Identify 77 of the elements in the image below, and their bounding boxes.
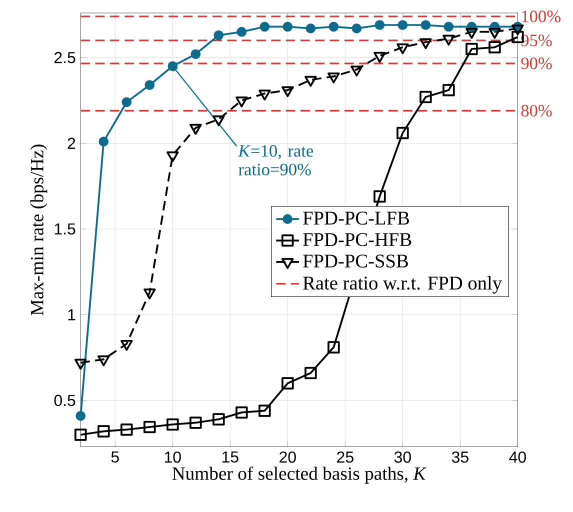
x-axis-title: Number of selected basis paths, K <box>172 466 426 484</box>
point <box>258 90 271 101</box>
point <box>306 24 316 34</box>
point <box>74 428 87 442</box>
point <box>76 411 86 421</box>
x-tick-label: 5 <box>111 452 119 463</box>
point <box>488 28 501 39</box>
point <box>420 20 431 30</box>
point <box>98 136 109 147</box>
point <box>144 421 156 434</box>
point <box>120 424 133 436</box>
y-tick-label: 0.5 <box>54 394 76 406</box>
point <box>282 22 293 32</box>
point <box>120 340 133 351</box>
legend-label: FPD-PC-SSB <box>303 254 408 268</box>
annotation: K=10, rate ratio=90% <box>238 145 314 176</box>
point <box>396 127 409 140</box>
x-tick-label: 30 <box>394 452 411 463</box>
point <box>144 288 156 300</box>
point <box>212 413 225 426</box>
x-tick-label: 20 <box>280 452 296 463</box>
point <box>420 38 432 50</box>
point <box>350 66 363 77</box>
point <box>352 24 362 34</box>
x-tick-label: 15 <box>222 452 238 463</box>
point <box>260 22 270 32</box>
point <box>144 80 155 90</box>
point <box>236 27 247 37</box>
point <box>374 190 386 203</box>
point <box>97 425 110 438</box>
point <box>442 84 455 96</box>
y-tick-label: 2.5 <box>54 52 76 64</box>
point <box>304 367 317 380</box>
point <box>282 377 294 390</box>
point <box>374 52 386 63</box>
point <box>328 341 340 354</box>
point <box>236 406 248 419</box>
legend-label: FPD-PC-LFB <box>303 212 409 225</box>
point <box>166 418 179 431</box>
y-tick-label: 1.5 <box>54 224 76 235</box>
text: 90% <box>521 58 552 70</box>
point <box>190 124 202 135</box>
point <box>190 49 201 60</box>
point <box>398 20 408 30</box>
point <box>214 30 224 40</box>
point <box>442 34 455 46</box>
point <box>374 20 385 30</box>
x-tick-label: 25 <box>337 452 354 463</box>
x-tick-label: 40 <box>509 452 526 463</box>
x-tick-label: 35 <box>452 452 468 463</box>
point <box>488 41 501 54</box>
point <box>396 43 409 54</box>
point <box>444 22 454 32</box>
point <box>466 28 478 39</box>
point <box>212 115 225 126</box>
point <box>304 76 317 87</box>
point <box>190 416 202 430</box>
y-tick-label: 1 <box>68 309 76 320</box>
point <box>258 404 271 418</box>
text: 100% <box>522 10 560 22</box>
point <box>74 358 87 370</box>
legend-label: FPD-PC-HFB <box>303 233 412 246</box>
point <box>98 356 110 366</box>
y-axis-title: Max-min rate (bps/Hz) <box>30 144 48 316</box>
text: 80% <box>521 104 552 117</box>
point <box>168 61 178 72</box>
point <box>420 91 432 104</box>
x-tick-label: 10 <box>164 452 181 463</box>
point <box>236 96 248 108</box>
point <box>466 43 478 56</box>
y-tick-label: 2 <box>68 138 76 150</box>
point <box>166 151 179 162</box>
point <box>282 86 294 98</box>
annotation: Rate ratio w.r.t. FPD only <box>303 276 502 294</box>
point <box>328 22 339 32</box>
point <box>328 72 340 84</box>
point <box>122 97 132 108</box>
